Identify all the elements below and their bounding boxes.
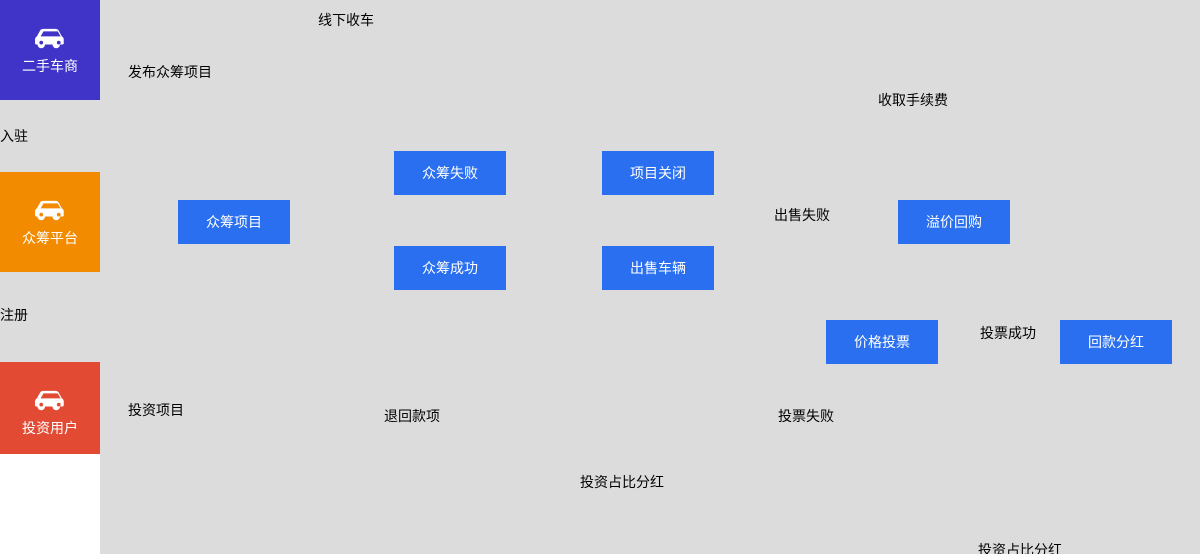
label-publish-project: 发布众筹项目 bbox=[128, 62, 212, 82]
actor-dealer: 二手车商 bbox=[0, 0, 100, 100]
label-join: 入驻 bbox=[0, 126, 28, 146]
box-premium-buyback: 溢价回购 bbox=[898, 200, 1010, 244]
label-refund: 退回款项 bbox=[384, 406, 440, 426]
actor-investor: 投资用户 bbox=[0, 362, 100, 462]
actor-dealer-label: 二手车商 bbox=[22, 56, 78, 76]
actor-platform-label: 众筹平台 bbox=[22, 228, 78, 248]
label-invest-project: 投资项目 bbox=[128, 400, 184, 420]
actor-investor-label: 投资用户 bbox=[22, 418, 78, 438]
box-crowdfund-project: 众筹项目 bbox=[178, 200, 290, 244]
flowchart-canvas: 二手车商 众筹平台 投资用户 入驻 注册 线下收车 发布众筹项目 收取手续费 出… bbox=[0, 0, 1200, 554]
actor-platform: 众筹平台 bbox=[0, 172, 100, 272]
box-crowdfund-fail: 众筹失败 bbox=[394, 151, 506, 195]
box-project-closed: 项目关闭 bbox=[602, 151, 714, 195]
car-icon bbox=[30, 386, 70, 412]
label-collect-fee: 收取手续费 bbox=[878, 90, 948, 110]
box-crowdfund-success: 众筹成功 bbox=[394, 246, 506, 290]
box-sell-car: 出售车辆 bbox=[602, 246, 714, 290]
label-register: 注册 bbox=[0, 305, 28, 325]
label-offline-collect: 线下收车 bbox=[318, 10, 374, 30]
label-vote-success: 投票成功 bbox=[980, 323, 1036, 343]
car-icon bbox=[30, 24, 70, 50]
box-return-dividend: 回款分红 bbox=[1060, 320, 1172, 364]
label-dividend-ratio-2: 投资占比分红 bbox=[978, 540, 1062, 554]
car-icon bbox=[30, 196, 70, 222]
label-vote-fail: 投票失败 bbox=[778, 406, 834, 426]
label-dividend-ratio-1: 投资占比分红 bbox=[580, 472, 664, 492]
actor-ghost bbox=[0, 454, 100, 554]
box-price-vote: 价格投票 bbox=[826, 320, 938, 364]
label-sale-fail: 出售失败 bbox=[774, 205, 830, 225]
